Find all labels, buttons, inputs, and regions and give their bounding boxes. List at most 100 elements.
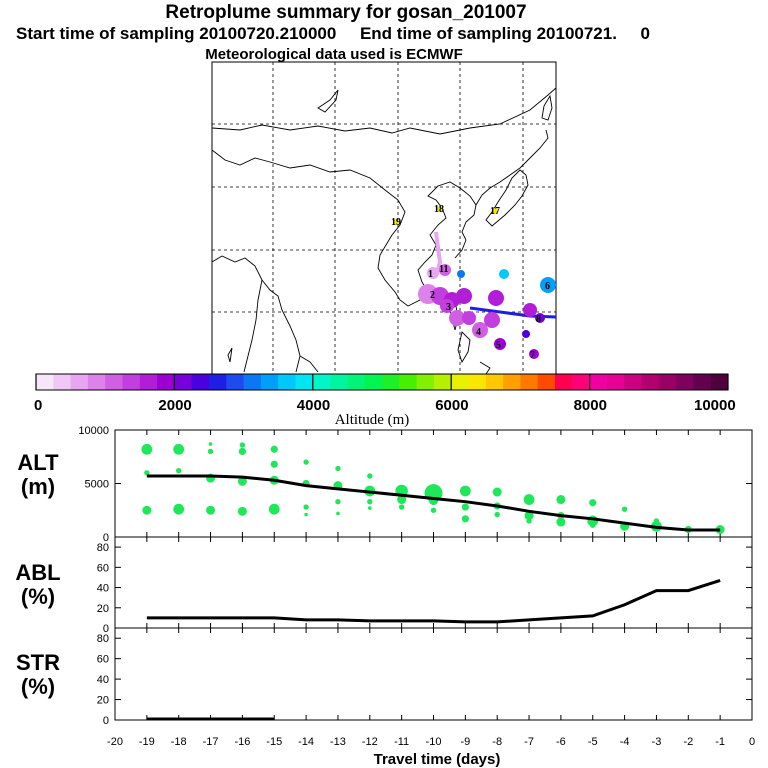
colorbar-cell [105,374,123,390]
x-tick-label: -13 [330,736,346,748]
colorbar-cell [87,374,106,390]
colorbar-tick-label: 8000 [574,397,607,414]
colorbar-cell [641,374,660,390]
plume-point [207,448,214,455]
x-tick-label: -7 [524,736,534,748]
colorbar-cell [209,374,227,390]
plume-point [461,503,469,511]
x-axis-label: Travel time (days) [374,751,501,768]
day-label: 2 [430,290,435,301]
panel-frame [114,627,753,721]
plume-point [238,447,246,455]
x-tick-label: -9 [460,736,470,748]
x-tick-label: -20 [107,736,123,748]
colorbar-cell [139,374,158,390]
y-tick-label: 40 [97,583,109,595]
plume-point [176,467,182,474]
time-series-panels: ALT(m)1000050000ABL(%)806040200STR(%)806… [15,425,755,748]
x-tick-label: -12 [362,736,378,748]
colorbar-cell [537,374,556,390]
x-tick-labels: -20 -19 -18 -17 -16 -15 -14 -13 -12 -11 -10 -9 -8 -7-… [107,736,755,748]
plume-point [303,504,309,510]
y-tick-label: 0 [103,623,109,635]
x-tick-label: -15 [266,736,282,748]
colorbar-cell [53,374,72,390]
x-tick-label: -8 [492,736,502,748]
y-axis-unit: (m) [21,474,55,499]
colorbar-cell [70,374,89,390]
y-tick-label: 80 [97,542,109,554]
colorbar-label: Altitude (m) [335,412,410,428]
colorbar-tick-label: 2000 [158,397,191,414]
colorbar-cell [399,374,418,390]
y-tick-label: 10000 [78,425,109,437]
colorbar-cell [364,374,383,390]
colorbar-cell [572,374,591,390]
x-tick-label: -17 [203,736,219,748]
day-label: 4 [476,327,481,338]
plume-point [206,505,216,515]
x-tick-label: -11 [394,736,409,748]
plume-point [590,522,596,528]
plume-point [398,504,405,510]
plume-point [173,503,185,515]
colorbar-cell [606,374,625,390]
colorbar-cell [468,374,487,390]
plume-point [492,487,502,497]
plume-point [461,515,469,523]
plume-point [621,506,628,512]
colorbar-cell [416,374,435,390]
colorbar-cell [658,374,677,390]
x-tick-label: -14 [298,736,314,748]
colorbar-cell [243,374,262,390]
day-label: 5 [496,340,501,351]
colorbar-tick-label: 6000 [435,397,468,414]
x-tick-label: -16 [234,736,250,748]
y-tick-label: 80 [97,633,109,645]
plume-point [368,506,372,510]
x-tick-label: 0 [749,736,755,748]
plume-point [270,445,278,453]
x-tick-label: -5 [588,736,598,748]
y-axis-label: ALT [17,450,59,475]
series-line [146,474,721,532]
y-axis-label: ABL [15,560,60,585]
colorbar-cell [503,374,521,390]
day-label: 19 [391,217,401,228]
day-label: 18 [434,204,444,215]
map-frame [211,61,557,375]
x-tick-label: -10 [426,736,442,748]
plume-point [208,442,213,446]
plume-point [144,470,150,476]
x-tick-label: -18 [171,736,187,748]
colorbar-cell [157,374,175,390]
colorbar-cell [36,374,54,390]
met-data-subtitle: Meteorological data used is ECMWF [205,46,463,63]
plume-point [336,511,340,516]
panel-frame [114,536,753,629]
colorbar-cell [693,374,712,390]
plume-point [173,443,185,455]
colorbar-cell [485,374,504,390]
plume-point [589,499,597,507]
colorbar-cell [555,374,573,390]
plume-point [524,511,534,521]
plume-point [523,494,535,505]
series-line [146,579,721,624]
x-tick-label: -2 [683,736,693,748]
x-tick-label: -3 [652,736,662,748]
colorbar-cell [312,374,331,390]
x-tick-label: -6 [556,736,566,748]
plume-point [270,460,278,468]
colorbar-cell [624,374,642,390]
y-axis-unit: (%) [21,674,55,699]
plume-point [494,511,500,518]
colorbar-cell [589,374,608,390]
colorbar-cell [295,374,314,390]
day-label: 8 [536,314,541,325]
plume-point [239,442,246,448]
day-label: 3 [446,302,451,313]
colorbar-cell [433,374,452,390]
y-tick-label: 60 [97,562,109,574]
plume-point [303,459,309,465]
